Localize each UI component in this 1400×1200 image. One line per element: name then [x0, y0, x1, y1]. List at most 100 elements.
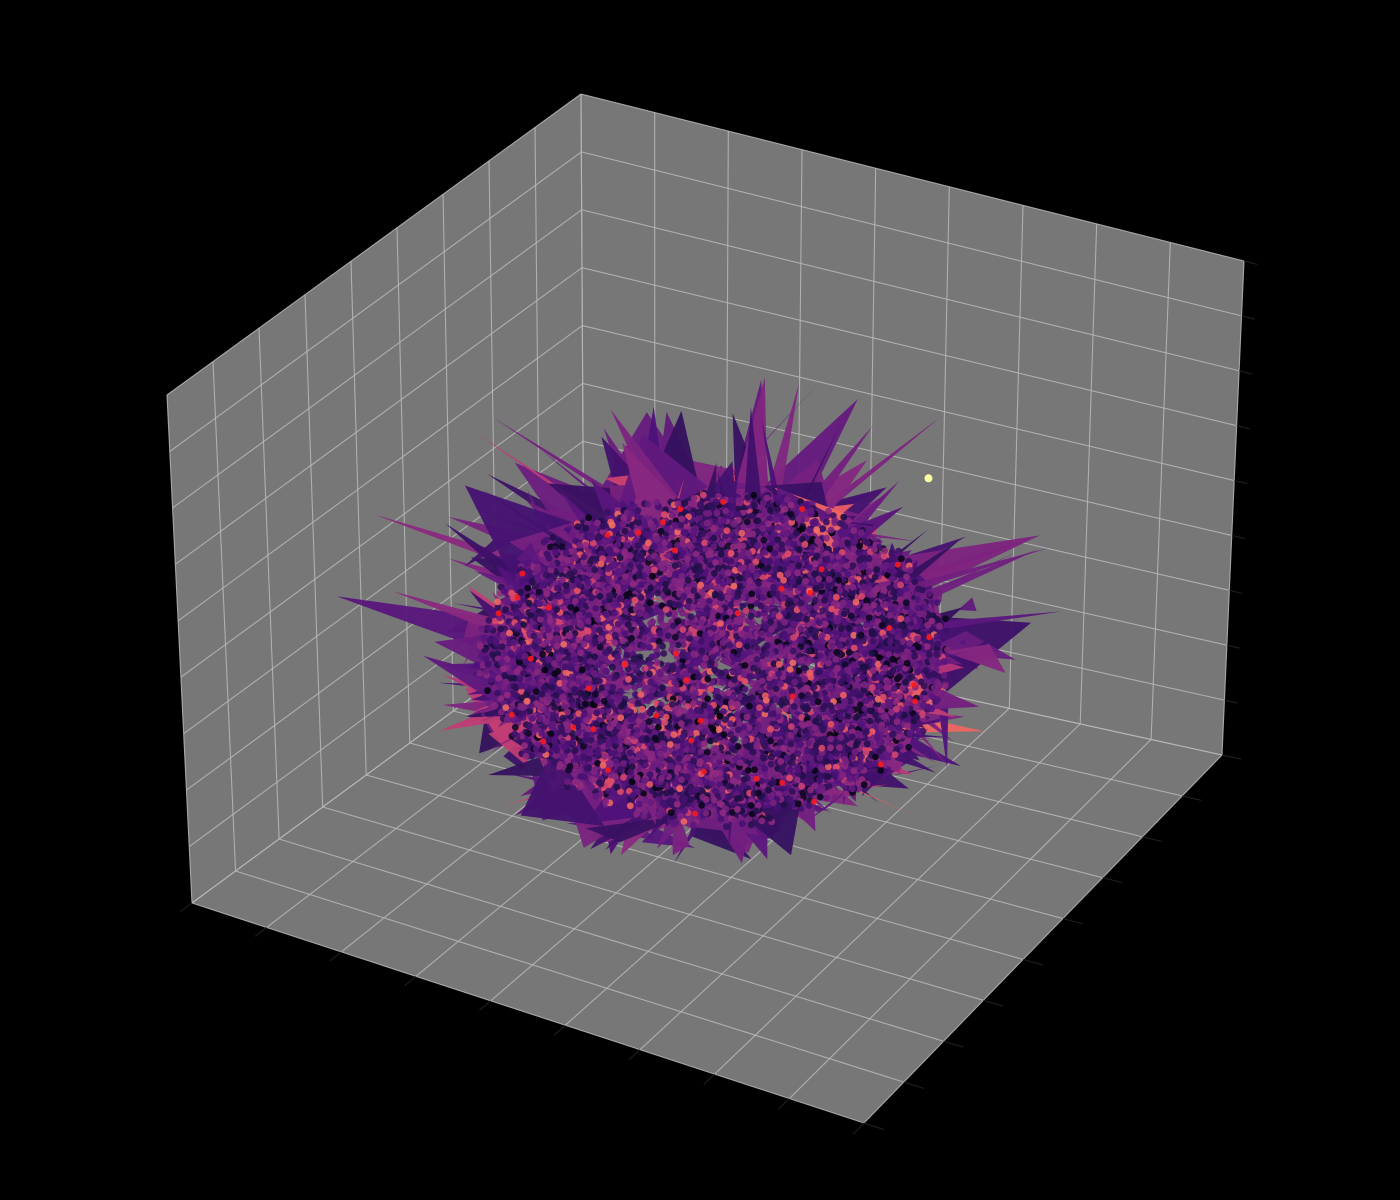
scatter-point	[492, 639, 500, 647]
scatter-point	[529, 715, 536, 722]
scatter-point	[701, 539, 708, 547]
scatter-point	[620, 578, 628, 586]
scatter-point	[535, 588, 543, 596]
scatter-point	[672, 553, 680, 561]
scatter-point	[594, 534, 602, 542]
grid-line-left-z	[175, 267, 583, 565]
scatter-point	[865, 585, 873, 592]
scatter-point	[860, 537, 868, 545]
surface-facet	[520, 746, 605, 827]
scatter-point	[898, 555, 905, 563]
scatter-point	[585, 514, 592, 522]
scatter-point	[911, 578, 919, 586]
scatter-point	[697, 581, 704, 589]
axis-ticks	[179, 260, 1258, 1135]
x-tick	[852, 1122, 865, 1135]
scatter-point	[574, 587, 581, 595]
scatter-point	[823, 534, 830, 542]
scatter-point	[697, 567, 704, 575]
scatter-point	[498, 659, 505, 667]
scatter-point	[695, 508, 703, 516]
scatter-point	[499, 631, 507, 639]
scatter-point	[576, 541, 583, 549]
scatter-point	[599, 555, 606, 563]
scatter-point	[664, 632, 672, 640]
scatter-point	[503, 691, 511, 699]
scatter-point	[511, 723, 519, 731]
scatter-point	[546, 633, 554, 641]
scatter-point	[711, 569, 718, 577]
scatter-point	[556, 598, 564, 606]
scatter-point	[602, 667, 610, 675]
grid-line-left-y	[212, 361, 237, 872]
scatter-point	[861, 650, 869, 658]
x-tick	[703, 1073, 716, 1085]
grid-line-left-z	[169, 151, 582, 452]
scatter-point	[549, 561, 557, 569]
scatter-point	[770, 660, 778, 668]
scatter-point	[621, 630, 629, 637]
pane-z-floor	[192, 615, 1222, 1123]
scatter-point	[787, 510, 795, 518]
scatter-point	[525, 730, 532, 737]
scatter-point	[811, 570, 818, 578]
scatter-point	[783, 496, 791, 503]
scatter-point	[601, 724, 609, 732]
scatter-point	[799, 535, 806, 543]
scatter-point	[897, 622, 904, 629]
x-tick	[778, 1098, 790, 1110]
surface-facet	[488, 725, 533, 771]
scatter-point	[646, 599, 654, 607]
scatter-point	[501, 597, 509, 605]
scatter-point	[771, 565, 779, 573]
scatter-point	[845, 517, 852, 524]
scatter-point	[548, 683, 556, 691]
scatter-point	[662, 580, 670, 588]
scatter-point	[675, 601, 682, 609]
scatter-point	[510, 639, 518, 646]
scatter-point	[605, 585, 613, 593]
surface-facet	[440, 714, 549, 731]
scatter-point	[500, 665, 507, 673]
scatter-point	[811, 560, 819, 568]
scatter-point	[798, 713, 806, 721]
scatter-point	[536, 752, 544, 759]
grid-line-back-z	[581, 151, 1242, 317]
scatter-point	[795, 546, 803, 554]
scatter-point	[627, 510, 635, 518]
scatter-point	[763, 650, 771, 657]
scatter-point	[592, 611, 600, 619]
scatter-point	[502, 704, 510, 711]
scatter-point	[897, 581, 905, 589]
scatter-point	[835, 565, 842, 573]
scatter-point	[829, 512, 837, 519]
surface-facet	[913, 611, 1061, 634]
scatter-point	[584, 617, 592, 625]
scatter-point	[775, 498, 782, 506]
scatter-point	[483, 668, 490, 675]
scatter-point	[587, 601, 595, 608]
grid-line-back-x	[937, 186, 950, 693]
scatter-point	[627, 561, 634, 569]
scatter-point	[679, 549, 687, 557]
scatter-point	[478, 625, 485, 633]
scatter-point	[491, 702, 499, 709]
scatter-point	[831, 517, 839, 525]
y-tick	[943, 1040, 964, 1048]
scatter-point	[514, 622, 521, 630]
scatter-point	[616, 554, 624, 562]
scatter-point	[865, 568, 873, 575]
scatter-point	[654, 718, 661, 725]
scatter-point	[653, 535, 661, 543]
scatter-point	[548, 677, 556, 685]
scatter-point	[538, 582, 546, 589]
scatter-point	[730, 520, 738, 528]
scatter-point	[734, 770, 741, 777]
scatter-point	[705, 509, 713, 517]
scatter-point	[487, 676, 495, 684]
surface-facet	[633, 609, 651, 638]
scatter-point	[724, 569, 732, 577]
scatter-point	[942, 615, 949, 623]
scatter-point	[774, 523, 782, 531]
scatter-point	[788, 562, 796, 570]
